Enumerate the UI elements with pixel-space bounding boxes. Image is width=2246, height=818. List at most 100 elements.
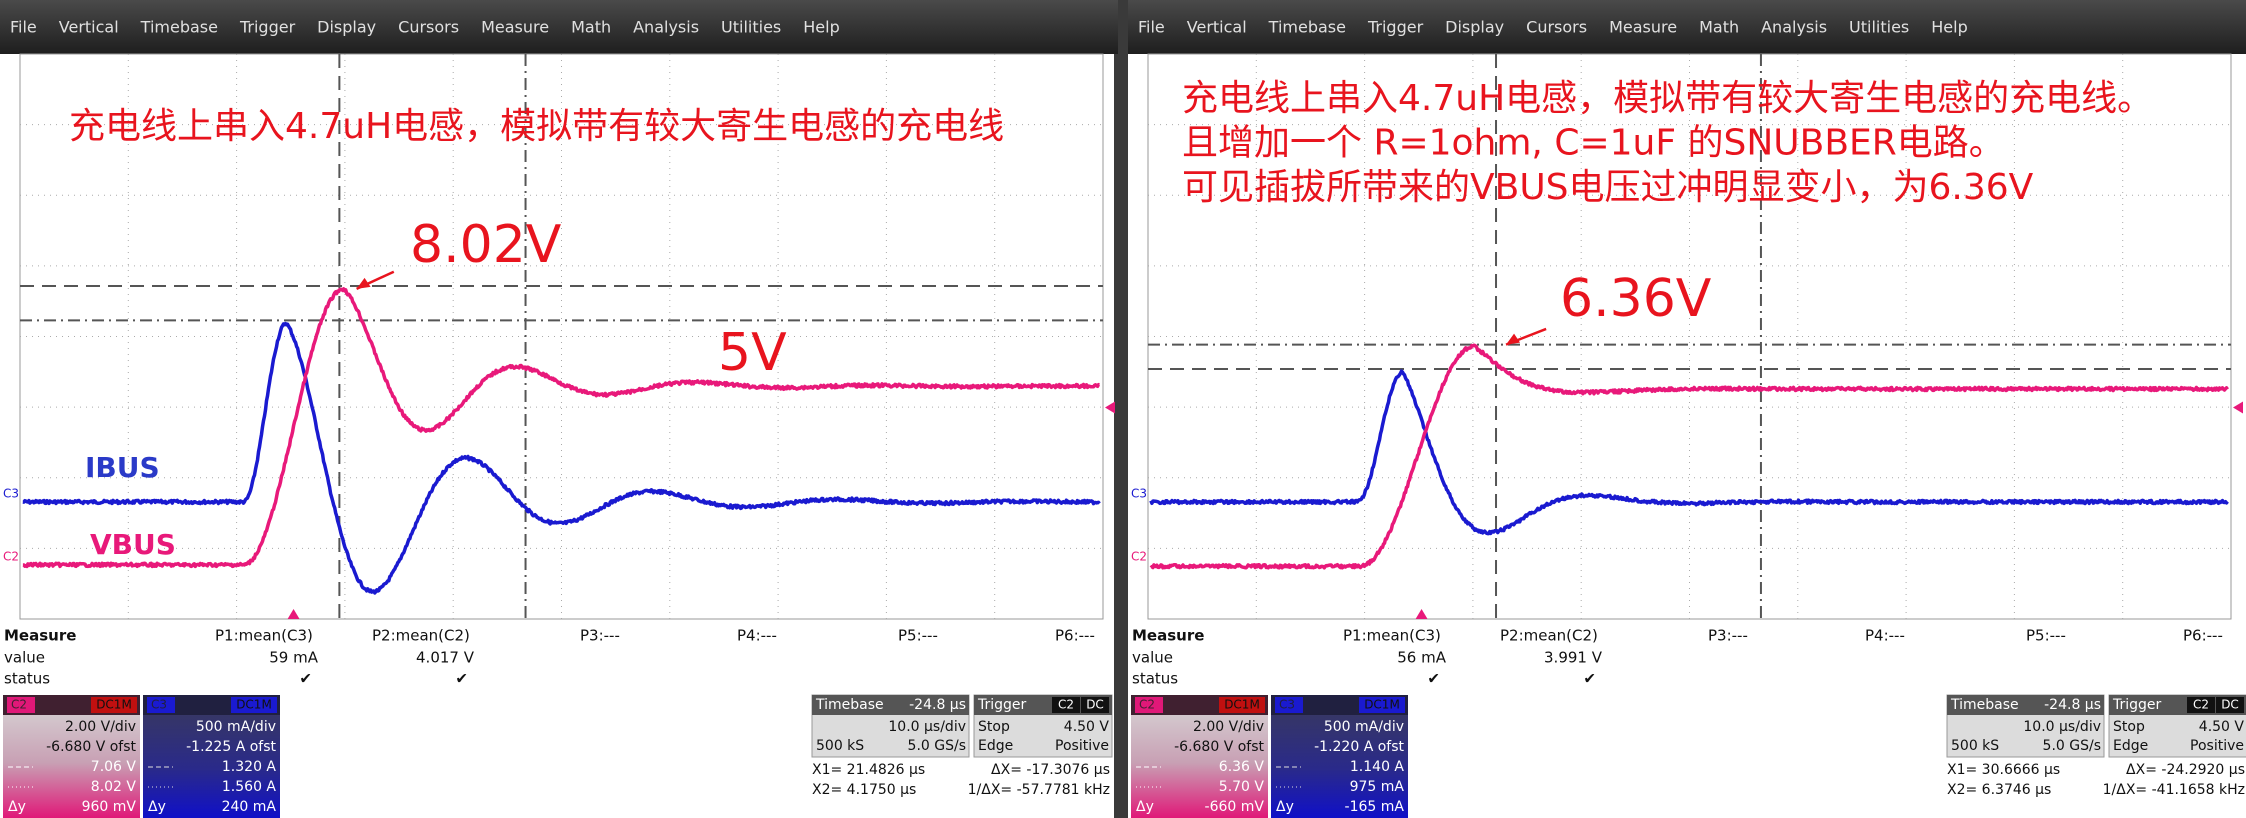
menu-item[interactable]: Math bbox=[1699, 18, 1739, 37]
channel-box[interactable] bbox=[1271, 695, 1408, 818]
channel-badge bbox=[7, 697, 35, 713]
channel-setting: -6.680 V ofst bbox=[1174, 739, 1264, 755]
channel-setting: 1.320 A bbox=[222, 759, 277, 775]
menu-item[interactable]: Vertical bbox=[1187, 18, 1247, 37]
delta-label: Δy bbox=[8, 799, 26, 815]
measure-header: P3:--- bbox=[580, 627, 620, 645]
measure-cell: 3.991 V bbox=[1544, 649, 1603, 667]
channel-coupling: DC1M bbox=[96, 698, 132, 712]
channel-setting: 240 mA bbox=[222, 799, 277, 815]
channel-name: C3 bbox=[151, 698, 167, 712]
measure-cell: status bbox=[1132, 670, 1178, 688]
channel-marker: C3 bbox=[3, 486, 19, 500]
measure-header: P5:--- bbox=[2026, 627, 2066, 645]
annotation: 可见插拔所带来的VBUS电压过冲明显变小，为6.36V bbox=[1182, 167, 2034, 208]
annotation-arrowhead bbox=[356, 277, 371, 289]
channel-setting: 7.06 V bbox=[91, 759, 137, 775]
trigger-type: Edge bbox=[978, 738, 1013, 754]
menu-item[interactable]: Analysis bbox=[633, 18, 699, 37]
menu-item[interactable]: Help bbox=[1931, 18, 1967, 37]
measure-header: P5:--- bbox=[898, 627, 938, 645]
channel-setting: 1.140 A bbox=[1350, 759, 1405, 775]
channel-marker: C3 bbox=[1131, 486, 1147, 500]
channel-box[interactable] bbox=[3, 695, 140, 818]
coupling-badge bbox=[1219, 697, 1265, 713]
trace-label: VBUS bbox=[90, 528, 176, 561]
trigger-source: C2 bbox=[1058, 698, 1074, 712]
cursor-readout: X1= 21.4826 µs bbox=[812, 762, 925, 778]
channel-setting: 500 mA/div bbox=[1324, 719, 1404, 735]
measure-header: P3:--- bbox=[1708, 627, 1748, 645]
measure-cell: status bbox=[4, 670, 50, 688]
menu-item[interactable]: Cursors bbox=[1526, 18, 1587, 37]
cursor-readout: X2= 6.3746 µs bbox=[1947, 782, 2051, 798]
menu-item[interactable]: Timebase bbox=[1268, 18, 1346, 37]
measure-cell: 56 mA bbox=[1397, 649, 1446, 667]
channel-setting: -1.220 A ofst bbox=[1314, 739, 1404, 755]
timebase-offset: -24.8 µs bbox=[909, 697, 966, 713]
measure-header: Measure bbox=[1132, 627, 1204, 645]
menu-item[interactable]: File bbox=[10, 18, 37, 37]
menu-item[interactable]: Display bbox=[317, 18, 376, 37]
menu-item[interactable]: Display bbox=[1445, 18, 1504, 37]
panel-divider bbox=[1114, 0, 1128, 818]
channel-coupling: DC1M bbox=[236, 698, 272, 712]
measure-cell: ✔ bbox=[1427, 670, 1440, 688]
menu-item[interactable]: Help bbox=[803, 18, 839, 37]
trigger-label: Trigger bbox=[977, 697, 1027, 713]
cursor-readout: 1/ΔX= -57.7781 kHz bbox=[968, 782, 1110, 798]
delta-label: Δy bbox=[148, 799, 166, 815]
measure-cell: 4.017 V bbox=[416, 649, 475, 667]
measure-cell: ✔ bbox=[455, 670, 468, 688]
cursor-readout: ΔX= -17.3076 µs bbox=[991, 762, 1110, 778]
channel-coupling: DC1M bbox=[1364, 698, 1400, 712]
menu-item[interactable]: Utilities bbox=[721, 18, 781, 37]
trigger-coupling: DC bbox=[1086, 698, 1104, 712]
delta-label: Δy bbox=[1276, 799, 1294, 815]
channel-setting: -165 mA bbox=[1345, 799, 1405, 815]
channel-marker: C2 bbox=[3, 549, 19, 563]
cursor-readout: X2= 4.1750 µs bbox=[812, 782, 916, 798]
trigger-level: 4.50 V bbox=[1064, 719, 1110, 735]
menu-item[interactable]: Measure bbox=[481, 18, 549, 37]
trigger-badge bbox=[1052, 697, 1080, 713]
measure-header: P6:--- bbox=[1055, 627, 1095, 645]
channel-setting: 2.00 V/div bbox=[1193, 719, 1264, 735]
channel-box[interactable] bbox=[1131, 695, 1268, 818]
trigger-marker bbox=[1415, 609, 1428, 619]
cursor-readout: X1= 30.6666 µs bbox=[1947, 762, 2060, 778]
annotation-arrowhead bbox=[1506, 333, 1521, 345]
menu-item[interactable]: Analysis bbox=[1761, 18, 1827, 37]
level-label: 5V bbox=[718, 323, 787, 383]
trigger-badge bbox=[1081, 697, 1109, 713]
annotation: 且增加一个 R=1ohm, C=1uF 的SNUBBER电路。 bbox=[1182, 123, 2005, 164]
channel-badge bbox=[147, 697, 175, 713]
trace-label: IBUS bbox=[85, 451, 160, 484]
menu-item[interactable]: Measure bbox=[1609, 18, 1677, 37]
channel-setting: -660 mV bbox=[1205, 799, 1265, 815]
measure-header: P2:mean(C2) bbox=[1500, 627, 1598, 645]
timebase-label: Timebase bbox=[815, 697, 884, 713]
menu-item[interactable]: File bbox=[1138, 18, 1165, 37]
menu-item[interactable]: Trigger bbox=[239, 18, 296, 37]
menu-item[interactable]: Trigger bbox=[1367, 18, 1424, 37]
menu-item[interactable]: Cursors bbox=[398, 18, 459, 37]
channel-setting: 960 mV bbox=[82, 799, 137, 815]
trigger-badge bbox=[2187, 697, 2215, 713]
measure-cell: ✔ bbox=[1583, 670, 1596, 688]
menu-item[interactable]: Utilities bbox=[1849, 18, 1909, 37]
scope-panel: File Vertical Timebase Trigger Display Cursor… bbox=[0, 0, 1118, 818]
waveform bbox=[1149, 369, 2229, 536]
channel-box[interactable] bbox=[143, 695, 280, 818]
level-marker bbox=[2233, 401, 2243, 414]
menu-item[interactable]: Vertical bbox=[59, 18, 119, 37]
menu-item[interactable]: Math bbox=[571, 18, 611, 37]
annotation: 充电线上串入4.7uH电感，模拟带有较大寄生电感的充电线。 bbox=[1182, 78, 2153, 119]
timebase-label: Timebase bbox=[1950, 697, 2019, 713]
cursor-readout: ΔX= -24.2920 µs bbox=[2126, 762, 2245, 778]
channel-setting: 6.36 V bbox=[1219, 759, 1265, 775]
trigger-badge bbox=[2216, 697, 2244, 713]
channel-setting: -6.680 V ofst bbox=[46, 739, 136, 755]
channel-coupling: DC1M bbox=[1224, 698, 1260, 712]
menu-item[interactable]: Timebase bbox=[140, 18, 218, 37]
